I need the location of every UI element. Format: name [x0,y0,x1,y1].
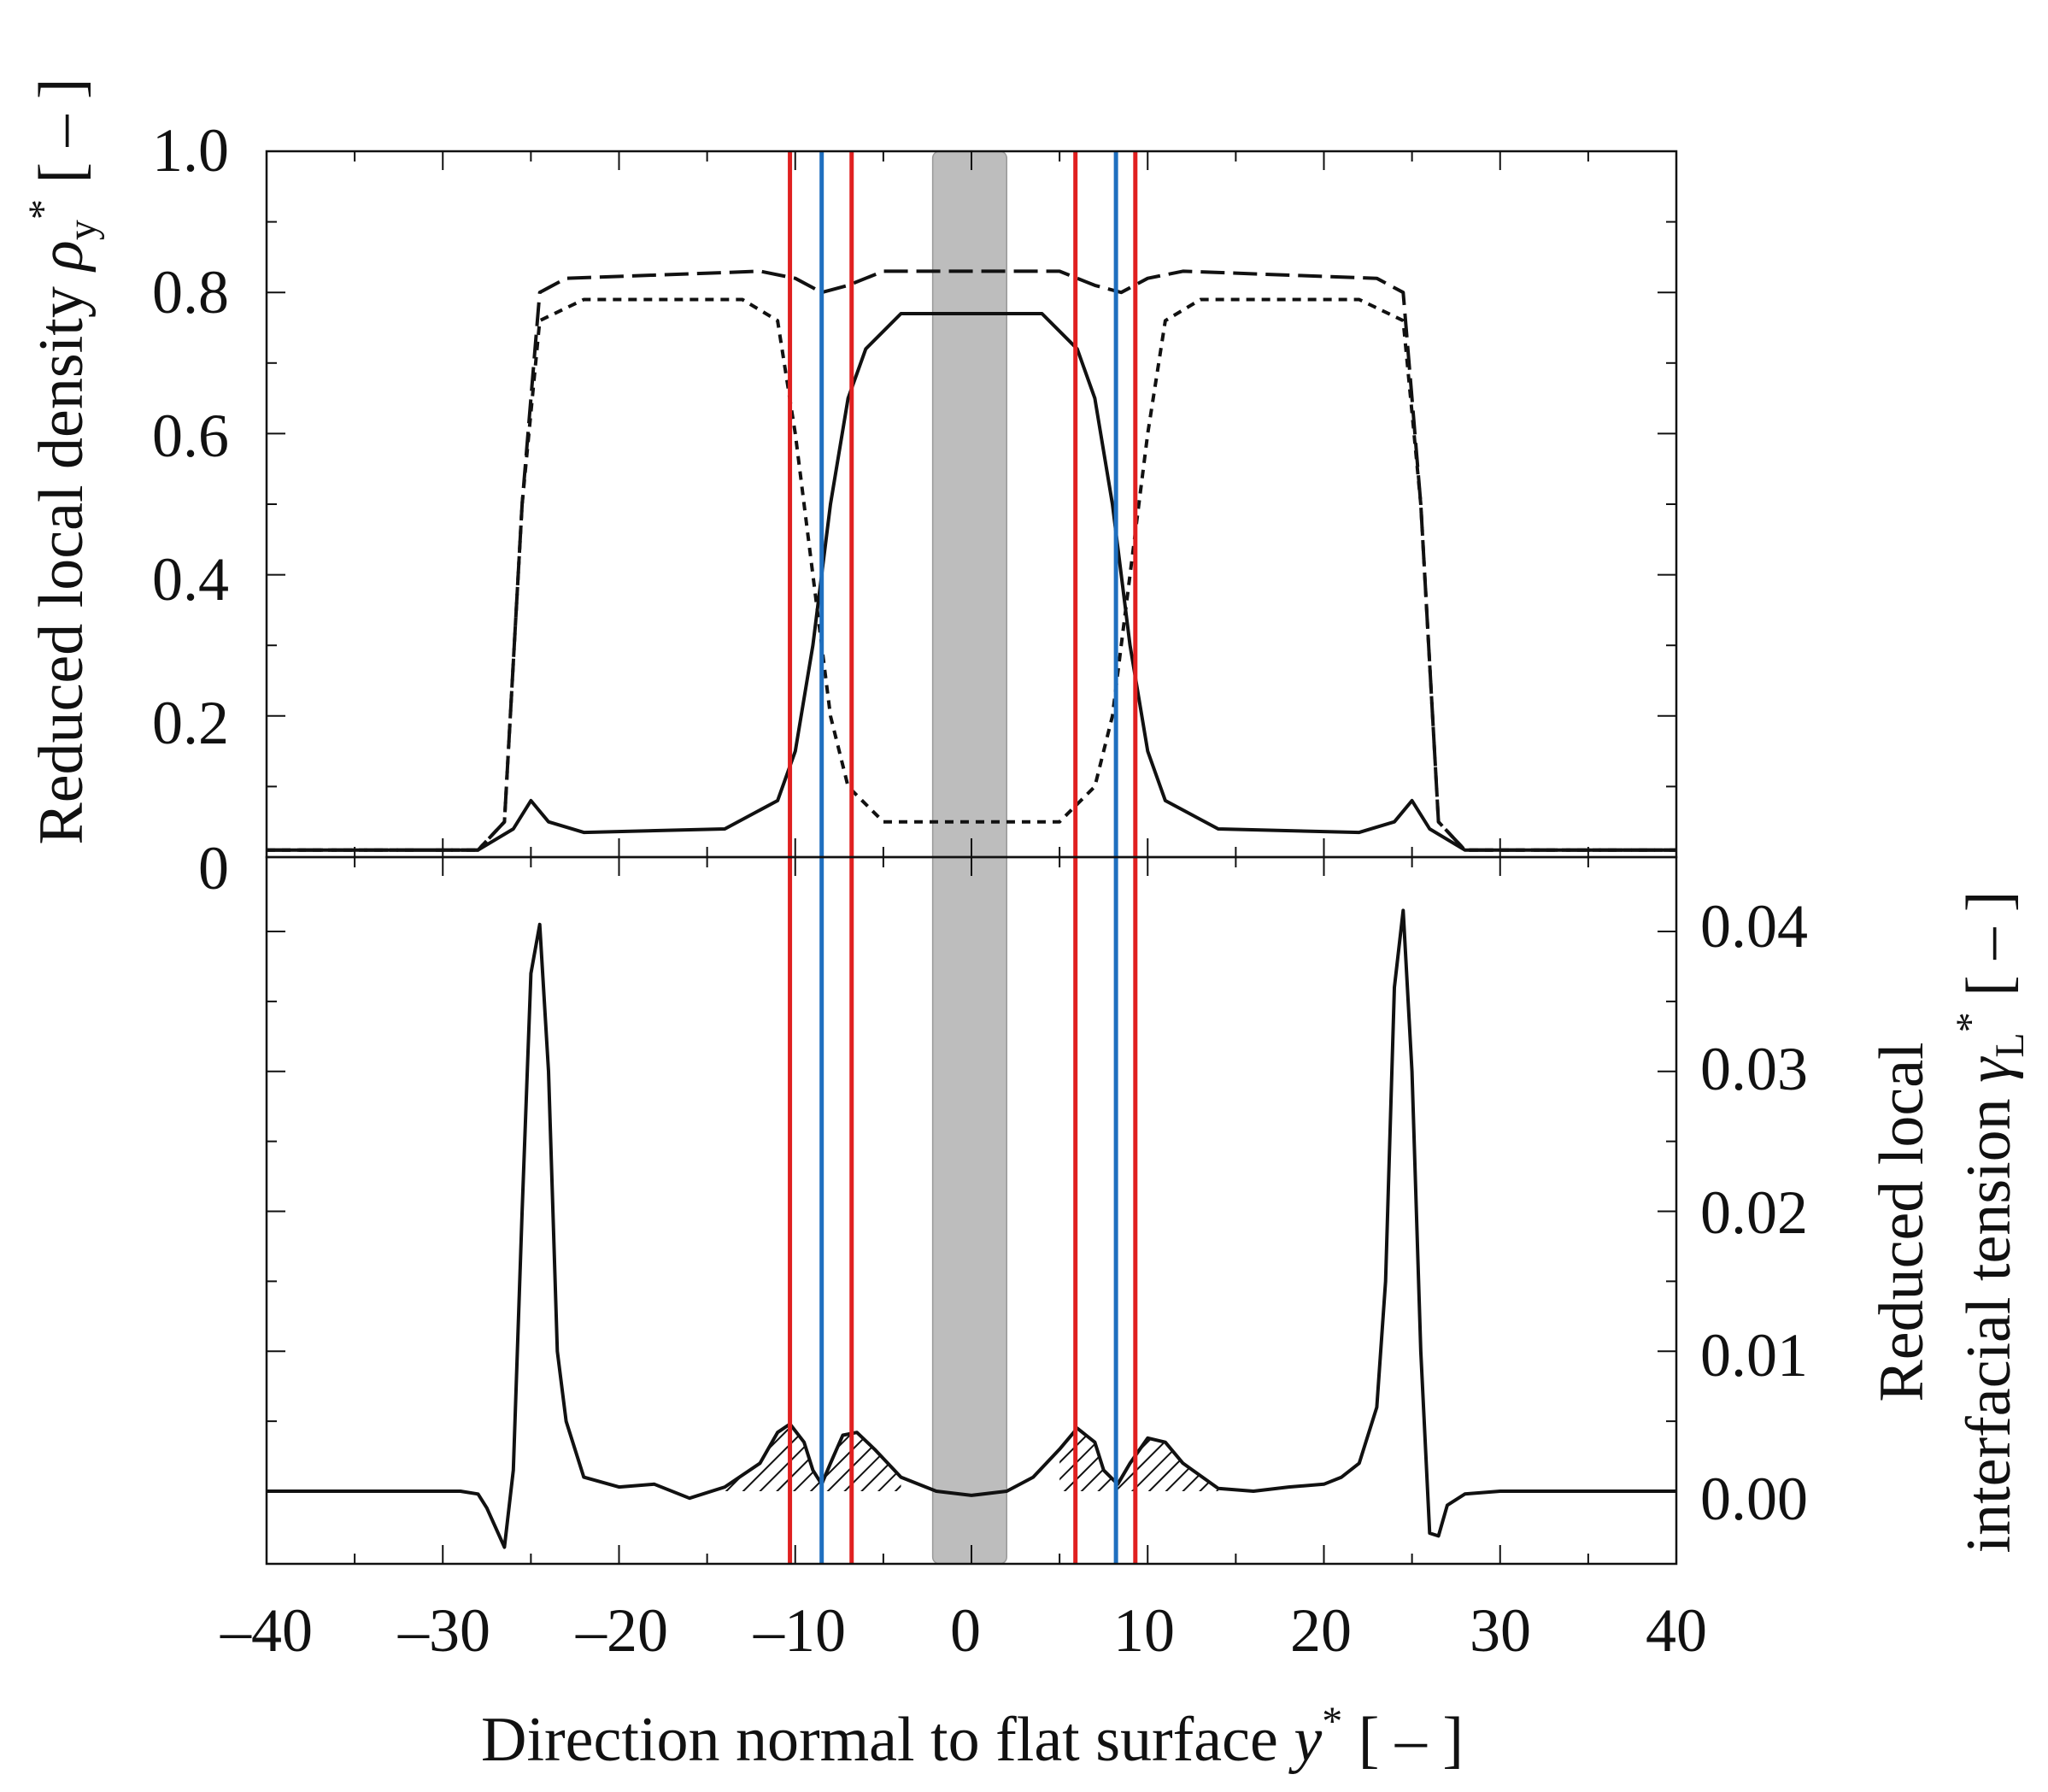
xtick-label: –40 [220,1596,313,1665]
xtick-label: –30 [397,1596,490,1665]
xtick-label: 30 [1470,1596,1531,1665]
axes-layer [265,150,1678,1566]
bottom-y-axis-title-line2: interfacial tension γL* [ – ] [1948,891,2033,1554]
density-line-component-outer [267,297,1676,852]
bottom-y-tick-labels: 0.00 0.01 0.02 0.03 0.04 [1700,892,1808,1533]
top-ytick-label: 0 [198,834,229,902]
x-axis-superscript: * [1322,1699,1342,1744]
hatched-area-2 [1059,1428,1218,1491]
bottom-ytick-label: 0.02 [1700,1178,1808,1247]
top-ytick-label: 0.8 [152,258,229,326]
bottom-y-axis-unit: [ – ] [1954,891,2024,996]
xtick-label: 10 [1113,1596,1175,1665]
bottom-y-axis-subscript: L [1987,1032,2033,1057]
top-y-axis-symbol: ρ [26,240,97,273]
bottom-ytick-label: 0.01 [1700,1321,1808,1390]
x-axis-symbol: y [1288,1705,1322,1775]
xtick-label: 0 [950,1596,981,1665]
top-y-axis-title: Reduced local density ρy* [ – ] [21,78,105,844]
x-axis-unit: [ – ] [1358,1705,1464,1775]
bottom-y-axis-superscript: * [1948,1012,1993,1032]
top-y-axis-subscript: y [60,220,105,240]
x-tick-labels: –40 –30 –20 –10 0 10 20 30 40 [220,1596,1707,1665]
top-y-axis-unit: [ – ] [26,78,97,183]
top-y-tick-labels: 0 0.2 0.4 0.6 0.8 1.0 [152,116,229,902]
xtick-label: 40 [1646,1596,1707,1665]
hatched-regions [725,1424,1218,1491]
bottom-y-axis-title-line1: Reduced local [1867,1042,1937,1401]
top-ytick-label: 0.2 [152,689,229,757]
density-line-total [267,269,1676,852]
tension-line [267,908,1676,1549]
top-ytick-label: 1.0 [152,116,229,185]
x-axis-title: Direction normal to flat surface y* [ – … [481,1699,1464,1775]
hatched-area-1 [725,1424,901,1491]
top-ytick-label: 0.6 [152,402,229,470]
bottom-y-axis-title-text: interfacial tension [1954,1098,2024,1553]
bottom-ytick-label: 0.03 [1700,1035,1808,1103]
bottom-y-axis-symbol: γ [1954,1056,2024,1083]
density-line-component-inner [267,312,1676,852]
top-ytick-label: 0.4 [152,545,229,614]
bottom-ytick-label: 0.00 [1700,1465,1808,1533]
series-layer [267,269,1676,1549]
xtick-label: –10 [753,1596,846,1665]
bottom-ytick-label: 0.04 [1700,892,1808,961]
xtick-label: 20 [1290,1596,1352,1665]
x-axis-title-text: Direction normal to flat surface [481,1705,1278,1775]
xtick-label: –20 [575,1596,668,1665]
top-y-axis-title-text: Reduced local density [26,286,97,844]
top-y-axis-superscript: * [21,199,66,220]
